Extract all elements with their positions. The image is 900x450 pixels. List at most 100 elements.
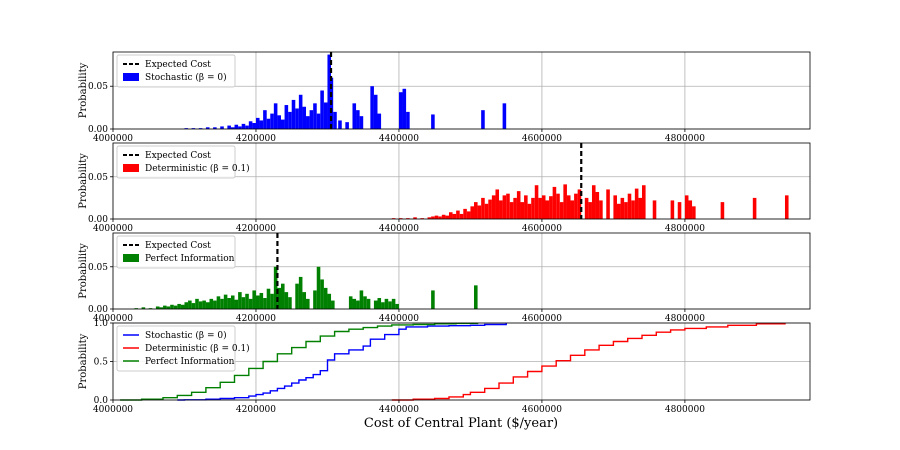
histogram-bar: [438, 216, 442, 219]
histogram-bar: [352, 298, 357, 309]
histogram-bar: [613, 195, 617, 219]
histogram-bar: [356, 110, 360, 129]
histogram-bar: [684, 195, 689, 219]
histogram-bar: [223, 294, 228, 309]
histogram-bar: [241, 123, 246, 129]
histogram-bar: [155, 306, 160, 309]
x-tick-label: 4200000: [236, 314, 276, 324]
histogram-bar: [474, 202, 478, 219]
y-axis-label: Probability: [78, 333, 89, 389]
histogram-bar: [313, 103, 317, 129]
histogram-bar: [306, 116, 310, 129]
histogram-bar: [220, 126, 224, 129]
histogram-bar: [320, 279, 324, 309]
histogram-bar: [352, 103, 357, 129]
histogram-bar: [584, 197, 589, 219]
x-tick-label: 4800000: [665, 134, 705, 144]
histogram-bar: [166, 306, 171, 309]
histogram-bar: [134, 308, 139, 309]
histogram-bar: [413, 217, 417, 219]
histogram-bar: [209, 298, 214, 309]
histogram-bar: [434, 215, 439, 219]
histogram-bar: [491, 195, 496, 219]
panel-stochastic: 4000000 4200000 4400000 4600000 4800000 0.00 0…: [78, 51, 811, 144]
histogram-bar: [620, 197, 625, 219]
histogram-bar: [216, 296, 221, 309]
histogram-bar: [377, 298, 382, 309]
histogram-bar: [234, 299, 239, 309]
histogram-bar: [463, 208, 467, 219]
histogram-bar: [195, 298, 199, 309]
histogram-bar: [323, 102, 328, 129]
legend-frame: [116, 325, 236, 372]
histogram-bar: [302, 292, 307, 309]
histogram-bar: [784, 195, 789, 219]
histogram-bar: [230, 127, 235, 129]
histogram-bar: [270, 293, 274, 309]
histogram-bar: [541, 195, 546, 219]
histogram-bar: [238, 292, 242, 309]
histogram-bar: [298, 94, 303, 129]
x-tick-label: 4600000: [522, 134, 562, 144]
histogram-bar: [402, 88, 407, 129]
y-axis-label: Probability: [78, 243, 89, 299]
histogram-bar: [141, 307, 146, 309]
histogram-bar: [652, 200, 657, 219]
histogram-bar: [574, 193, 578, 219]
histogram-bar: [406, 218, 410, 219]
histogram-bar: [309, 110, 314, 129]
histogram-bar: [488, 199, 492, 219]
histogram-bar: [381, 302, 385, 309]
histogram-bar: [148, 308, 153, 309]
histogram-bar: [245, 125, 249, 129]
x-tick-label: 4800000: [665, 314, 705, 324]
histogram-bar: [591, 185, 596, 219]
histogram-bar: [588, 202, 592, 219]
histogram-bar: [527, 203, 532, 219]
legend-frame: [116, 235, 236, 269]
x-tick-label: 4000000: [93, 134, 133, 144]
y-tick-label: 0.00: [88, 215, 108, 225]
histogram-bar: [470, 206, 475, 219]
histogram-bar: [570, 200, 575, 219]
histogram-bar: [298, 276, 303, 309]
histogram-bar: [459, 213, 464, 219]
histogram-bar: [677, 202, 682, 219]
x-tick-label: 4400000: [379, 314, 419, 324]
legend-series-patch: [123, 73, 139, 81]
histogram-bar: [295, 108, 299, 129]
histogram-bar: [452, 213, 457, 219]
y-tick-label: 0.05: [88, 82, 108, 92]
histogram-bar: [323, 287, 328, 309]
legend-frame: [116, 145, 236, 179]
histogram-bar: [255, 295, 260, 309]
histogram-bar: [606, 189, 610, 219]
histogram-bar: [177, 303, 181, 309]
histogram-bar: [338, 120, 342, 129]
histogram-bar: [420, 218, 424, 219]
histogram-bar: [252, 290, 256, 309]
histogram-bar: [173, 305, 178, 309]
x-tick-label: 4000000: [93, 224, 133, 234]
legend-entry-label: Stochastic (β = 0): [145, 330, 227, 341]
cdf-line: [177, 323, 507, 401]
histogram-bar: [373, 94, 378, 129]
histogram-bar: [431, 216, 435, 219]
histogram-bar: [213, 127, 217, 129]
histogram-bar: [356, 300, 360, 309]
legend-series-patch: [123, 164, 139, 172]
legend-entry-label: Expected Cost: [145, 241, 211, 251]
histogram-bar: [363, 296, 367, 309]
y-tick-label: 0.00: [88, 305, 108, 315]
histogram-bar: [159, 307, 164, 309]
histogram-bar: [427, 217, 432, 219]
x-tick-label: 4400000: [379, 224, 419, 234]
histogram-bar: [270, 113, 274, 129]
histogram-bar: [313, 290, 317, 309]
panel-deterministic: 4000000 4200000 4400000 4600000 4800000 0.00 0…: [78, 142, 811, 234]
histogram-bar: [259, 292, 264, 309]
histogram-bar: [331, 300, 335, 309]
y-tick-label: 1.0: [94, 319, 109, 329]
histogram-bar: [431, 114, 435, 129]
histogram-bar: [288, 297, 292, 309]
